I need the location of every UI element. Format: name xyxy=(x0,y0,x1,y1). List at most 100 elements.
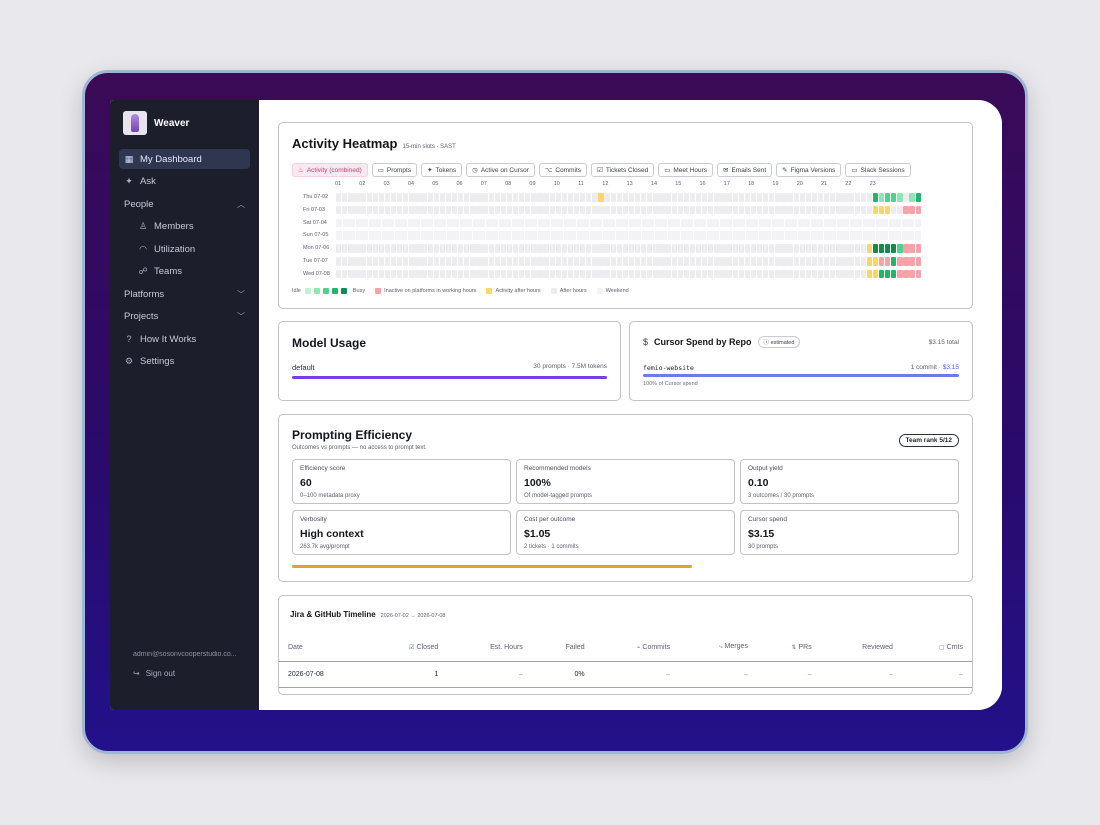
chip-slack-sessions[interactable]: ▭ Slack Sessions xyxy=(845,163,911,177)
heatmap-cell[interactable] xyxy=(878,193,885,202)
heatmap-cell[interactable] xyxy=(793,193,799,202)
heatmap-cell[interactable] xyxy=(336,205,342,215)
heatmap-cell[interactable] xyxy=(482,193,488,202)
heatmap-cell[interactable] xyxy=(573,257,580,266)
heatmap-cell[interactable] xyxy=(641,205,647,215)
heatmap-cell[interactable] xyxy=(580,257,586,266)
heatmap-cell[interactable] xyxy=(787,244,793,253)
heatmap-cell[interactable] xyxy=(492,218,499,228)
heatmap-cell[interactable] xyxy=(695,257,702,266)
heatmap-cell[interactable] xyxy=(687,218,694,228)
heatmap-cell[interactable] xyxy=(830,244,836,253)
heatmap-cell[interactable] xyxy=(336,244,342,253)
heatmap-cell[interactable] xyxy=(555,205,561,215)
heatmap-cell[interactable] xyxy=(854,205,860,215)
heatmap-cell[interactable] xyxy=(519,269,525,279)
heatmap-cell[interactable] xyxy=(360,257,366,266)
heatmap-cell[interactable] xyxy=(677,205,683,215)
heatmap-cell[interactable] xyxy=(680,231,687,240)
heatmap-cell[interactable] xyxy=(683,269,690,279)
heatmap-cell[interactable] xyxy=(756,257,763,266)
heatmap-cell[interactable] xyxy=(708,205,714,215)
heatmap-cell[interactable] xyxy=(505,218,512,228)
heatmap-cell[interactable] xyxy=(745,231,752,240)
heatmap-cell[interactable] xyxy=(583,231,590,240)
heatmap-cell[interactable] xyxy=(659,193,665,202)
heatmap-cell[interactable] xyxy=(476,269,482,279)
heatmap-cell[interactable] xyxy=(378,244,385,253)
heatmap-cell[interactable] xyxy=(433,218,440,228)
heatmap-cell[interactable] xyxy=(409,244,415,253)
heatmap-cell[interactable] xyxy=(557,231,564,240)
heatmap-cell[interactable] xyxy=(616,205,622,215)
heatmap-cell[interactable] xyxy=(854,193,860,202)
heatmap-cell[interactable] xyxy=(811,257,818,266)
heatmap-cell[interactable] xyxy=(891,193,897,202)
heatmap-cell[interactable] xyxy=(836,257,842,266)
heatmap-cell[interactable] xyxy=(592,269,598,279)
heatmap-cell[interactable] xyxy=(488,244,494,253)
heatmap-cell[interactable] xyxy=(583,218,590,228)
heatmap-cell[interactable] xyxy=(466,231,473,240)
heatmap-cell[interactable] xyxy=(366,257,372,266)
chip-tickets-closed[interactable]: ☑ Tickets Closed xyxy=(591,163,655,177)
heatmap-cell[interactable] xyxy=(470,244,476,253)
heatmap-cell[interactable] xyxy=(543,257,549,266)
heatmap-cell[interactable] xyxy=(641,257,647,266)
heatmap-cell[interactable] xyxy=(524,231,531,240)
heatmap-cell[interactable] xyxy=(849,231,856,240)
heatmap-cell[interactable] xyxy=(476,193,482,202)
heatmap-cell[interactable] xyxy=(586,244,592,253)
heatmap-cell[interactable] xyxy=(875,231,882,240)
heatmap-cell[interactable] xyxy=(866,269,873,279)
heatmap-cell[interactable] xyxy=(511,218,518,228)
heatmap-cell[interactable] xyxy=(667,218,674,228)
heatmap-cell[interactable] xyxy=(714,244,720,253)
heatmap-cell[interactable] xyxy=(824,205,830,215)
heatmap-cell[interactable] xyxy=(401,218,408,228)
heatmap-cell[interactable] xyxy=(378,269,385,279)
heatmap-cell[interactable] xyxy=(354,193,360,202)
heatmap-cell[interactable] xyxy=(878,269,885,279)
heatmap-cell[interactable] xyxy=(372,269,378,279)
heatmap-cell[interactable] xyxy=(671,193,677,202)
heatmap-cell[interactable] xyxy=(616,269,622,279)
heatmap-cell[interactable] xyxy=(506,193,513,202)
sidebar-item-settings[interactable]: ⚙ Settings xyxy=(119,352,250,372)
heatmap-cell[interactable] xyxy=(451,244,458,253)
heatmap-cell[interactable] xyxy=(848,193,854,202)
heatmap-cell[interactable] xyxy=(342,231,349,240)
heatmap-cell[interactable] xyxy=(866,205,873,215)
heatmap-cell[interactable] xyxy=(390,244,397,253)
heatmap-cell[interactable] xyxy=(901,218,908,228)
heatmap-cell[interactable] xyxy=(610,244,616,253)
heatmap-cell[interactable] xyxy=(615,231,622,240)
heatmap-cell[interactable] xyxy=(592,244,598,253)
heatmap-cell[interactable] xyxy=(433,257,439,266)
heatmap-cell[interactable] xyxy=(476,244,482,253)
heatmap-cell[interactable] xyxy=(758,218,765,228)
heatmap-cell[interactable] xyxy=(653,257,659,266)
heatmap-cell[interactable] xyxy=(824,244,830,253)
heatmap-cell[interactable] xyxy=(586,269,592,279)
heatmap-cell[interactable] xyxy=(758,231,765,240)
column-header-commits[interactable]: ⌁ Commits xyxy=(593,634,680,662)
heatmap-cell[interactable] xyxy=(458,205,464,215)
heatmap-cell[interactable] xyxy=(720,205,726,215)
heatmap-cell[interactable] xyxy=(604,244,610,253)
heatmap-cell[interactable] xyxy=(445,257,452,266)
heatmap-cell[interactable] xyxy=(549,244,555,253)
heatmap-cell[interactable] xyxy=(665,193,671,202)
heatmap-cell[interactable] xyxy=(671,257,677,266)
heatmap-cell[interactable] xyxy=(459,218,466,228)
heatmap-cell[interactable] xyxy=(689,193,696,202)
heatmap-cell[interactable] xyxy=(388,218,395,228)
heatmap-cell[interactable] xyxy=(446,231,453,240)
heatmap-cell[interactable] xyxy=(738,244,744,253)
heatmap-cell[interactable] xyxy=(713,231,720,240)
heatmap-cell[interactable] xyxy=(610,193,616,202)
heatmap-cell[interactable] xyxy=(525,257,531,266)
heatmap-cell[interactable] xyxy=(888,231,895,240)
heatmap-cell[interactable] xyxy=(885,205,891,215)
heatmap-cell[interactable] xyxy=(713,218,720,228)
